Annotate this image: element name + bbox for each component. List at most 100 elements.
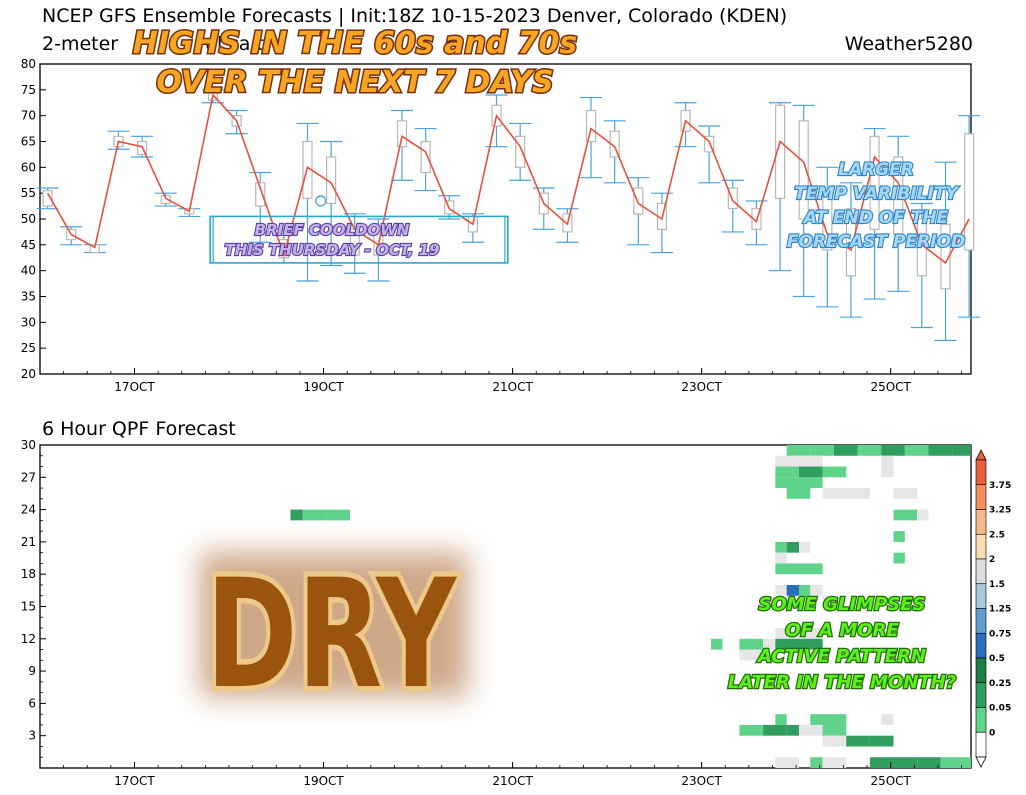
colorbar-label: 0.05 <box>989 704 1011 714</box>
qpf-cell <box>775 477 799 489</box>
qpf-ytick-label: 9 <box>28 664 36 678</box>
temp-box <box>704 135 715 153</box>
cooldown-annotation: BRIEF COOLDOWN THIS THURSDAY - OCT, 19 <box>223 220 440 260</box>
temp-ytick-label: 20 <box>21 367 36 381</box>
qpf-cell <box>893 757 918 768</box>
panel1-title: 2-meter <box>42 33 118 55</box>
qpf-ytick-label: 6 <box>28 696 36 710</box>
temperature-panel: 20 25 30 35 40 45 50 55 60 65 70 75 80 17OCT 19OCT 21O… <box>21 57 981 394</box>
qpf-cell <box>775 541 787 553</box>
qpf-xtick-label: 17OCT <box>114 774 155 788</box>
colorbar-segment <box>975 533 987 560</box>
qpf-cell <box>786 445 811 456</box>
brand-label: Weather5280 <box>845 33 973 55</box>
qpf-cell <box>775 584 787 596</box>
qpf-heatmap-cells <box>290 445 971 768</box>
qpf-cell <box>775 466 799 478</box>
cooldown-annotation-line1: BRIEF COOLDOWN <box>255 221 410 239</box>
qpf-cell <box>917 509 929 521</box>
colorbar-label: 1.25 <box>989 605 1011 615</box>
temperature-y-axis: 20 25 30 35 40 45 50 55 60 65 70 75 80 <box>21 57 46 381</box>
qpf-cell <box>763 724 787 736</box>
temp-box <box>798 120 809 220</box>
qpf-cell <box>822 735 847 747</box>
temp-ytick-label: 70 <box>21 109 36 123</box>
temp-box <box>940 223 951 290</box>
colorbar-segment <box>975 509 987 535</box>
temp-xtick-label: 17OCT <box>114 380 155 394</box>
highs-annotation-line1: HIGHS IN THE 60s and 70s <box>133 26 577 61</box>
variability-annotation-line1: LARGER <box>838 160 914 180</box>
qpf-cell <box>786 488 811 499</box>
qpf-panel: 3 6 9 12 15 18 21 24 27 30 17OCT 19OCT 21OCT 23OCT 25… <box>21 438 972 788</box>
active-pattern-annotation: SOME GLIMPSES OF A MORE ACTIVE PATTERN L… <box>727 593 958 695</box>
highs-annotation: HIGHS IN THE 60s and 70s OVER THE NEXT 7… <box>131 25 578 102</box>
temp-box <box>633 187 644 215</box>
qpf-cell <box>857 445 882 456</box>
colorbar-label: 1.5 <box>989 580 1005 590</box>
temp-ytick-label: 75 <box>21 83 36 97</box>
qpf-cell <box>893 552 905 564</box>
cooldown-annotation-line2: THIS THURSDAY - OCT, 19 <box>225 241 440 259</box>
colorbar-bottom-arrow <box>975 756 987 768</box>
qpf-cell <box>786 541 799 553</box>
active-annotation-line1: SOME GLIMPSES <box>758 594 925 615</box>
qpf-cell <box>302 509 327 521</box>
temp-ytick-label: 60 <box>21 160 36 174</box>
colorbar-label: 3.25 <box>989 506 1011 516</box>
variability-annotation-line2: TEMP VARIBILITY <box>794 184 959 204</box>
colorbar-label: 0.75 <box>989 629 1011 639</box>
colorbar-label: 2.5 <box>989 530 1005 540</box>
temp-box <box>278 239 289 259</box>
qpf-cell <box>786 724 799 736</box>
temp-box <box>774 104 786 199</box>
qpf-cell <box>822 724 847 736</box>
temp-ytick-label: 40 <box>21 264 36 278</box>
colorbar-segment <box>975 558 987 585</box>
qpf-cell <box>775 455 799 467</box>
qpf-cell <box>798 628 823 639</box>
qpf-cell <box>739 638 764 650</box>
qpf-ytick-label: 30 <box>21 438 36 452</box>
qpf-ytick-label: 3 <box>28 729 36 743</box>
colorbar-segment <box>975 632 987 659</box>
qpf-cell <box>810 757 823 768</box>
colorbar-label: 0 <box>989 728 995 738</box>
temp-ytick-label: 80 <box>21 57 36 71</box>
qpf-cell <box>833 445 858 456</box>
qpf-cell <box>798 724 823 736</box>
qpf-cell <box>290 509 303 521</box>
qpf-cell <box>798 541 811 553</box>
qpf-cell <box>711 638 723 650</box>
temp-box <box>255 182 266 207</box>
qpf-y-axis: 3 6 9 12 15 18 21 24 27 30 <box>21 438 46 758</box>
qpf-colorbar: 3.75 3.25 2.5 2 1.5 1.25 0.75 0.5 0.25 0.05 0 <box>975 449 1011 768</box>
qpf-cell <box>846 735 870 747</box>
temp-xtick-label: 21OCT <box>492 380 533 394</box>
temperature-x-axis: 17OCT 19OCT 21OCT 23OCT 25OCT <box>39 368 962 394</box>
cooldown-box <box>209 215 509 264</box>
variability-annotation: LARGER TEMP VARIBILITY AT END OF THE FOR… <box>786 159 966 253</box>
qpf-ytick-label: 27 <box>21 470 36 484</box>
colorbar-segment <box>975 484 987 510</box>
qpf-x-axis: 17OCT 19OCT 21OCT 23OCT 25OCT <box>39 762 962 788</box>
qpf-cell <box>763 638 776 650</box>
temp-xtick-label: 19OCT <box>303 380 344 394</box>
cooldown-highlight <box>209 195 509 264</box>
qpf-cell <box>775 563 823 575</box>
temp-box <box>727 187 738 210</box>
temp-ytick-label: 55 <box>21 186 36 200</box>
qpf-cell <box>881 714 894 725</box>
qpf-cell <box>810 445 834 456</box>
figure-title: NCEP GFS Ensemble Forecasts | Init:18Z 1… <box>42 5 787 27</box>
qpf-cell <box>822 466 847 478</box>
qpf-cell <box>798 477 823 489</box>
qpf-ytick-label: 24 <box>21 503 36 517</box>
colorbar-segment <box>975 459 987 486</box>
qpf-xtick-label: 23OCT <box>681 774 722 788</box>
qpf-cell <box>881 455 894 467</box>
temp-box <box>845 208 857 277</box>
temp-ytick-label: 35 <box>21 290 36 304</box>
dry-glow <box>200 552 468 697</box>
